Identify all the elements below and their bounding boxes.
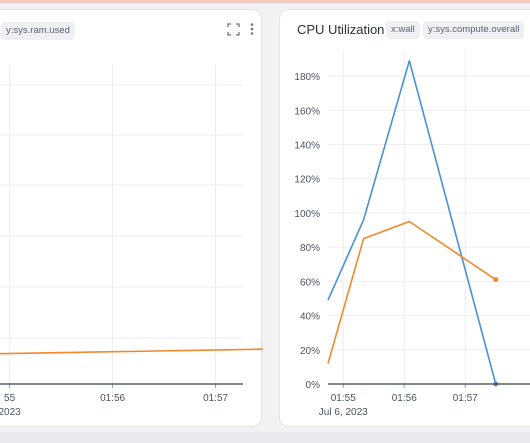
y-tick-label: 100%: [294, 209, 320, 220]
y-tick-label: 140%: [294, 141, 320, 152]
footer-bar: [0, 432, 530, 443]
y-axis-tag[interactable]: y:sys.ram.used: [1, 22, 75, 40]
ram-usage-panel: y:sys.ram.used 55 01:56 01:57 2023: [0, 9, 263, 427]
series-line-2: [327, 220, 497, 364]
x-tick-label: 01:57: [453, 393, 478, 404]
y-tick-label: 0%: [306, 380, 321, 391]
x-tick-label: 01:55: [331, 393, 356, 404]
y-tick-label: 20%: [300, 346, 320, 357]
top-accent-bar: [0, 0, 530, 3]
x-tick-label: 01:56: [392, 393, 417, 404]
ram-usage-chart: 55 01:56 01:57 2023: [0, 65, 263, 418]
series-line-1: [327, 59, 497, 385]
more-options-icon[interactable]: [249, 22, 255, 41]
cpu-utilization-panel: CPU Utilization x:wall y:sys.compute.ove…: [279, 9, 530, 427]
y-tick-label: 60%: [300, 277, 320, 288]
date-label: Jul 6, 2023: [319, 407, 368, 418]
y-tick-label: 120%: [294, 175, 320, 186]
fullscreen-icon[interactable]: [227, 23, 240, 41]
y-tick-label: 180%: [294, 72, 320, 83]
y-tick-label: 40%: [300, 312, 320, 323]
y-axis-tag[interactable]: y:sys.compute.overall: [423, 21, 525, 39]
date-label: 2023: [0, 407, 21, 418]
y-tick-label: 160%: [294, 106, 320, 117]
x-tick-label: 01:57: [203, 393, 228, 404]
panel-title: CPU Utilization: [297, 22, 385, 37]
series-endpoint-2: [493, 277, 499, 283]
x-tick-label: 01:56: [100, 393, 125, 404]
y-tick-label: 80%: [300, 243, 320, 254]
x-axis-tag[interactable]: x:wall: [386, 21, 420, 39]
x-tick-label: 55: [4, 393, 16, 404]
series-line-1: [0, 348, 263, 355]
cpu-utilization-chart: 0% 20% 40% 60% 80% 100% 120% 140% 160% 180% 01:55 0…: [294, 51, 530, 418]
